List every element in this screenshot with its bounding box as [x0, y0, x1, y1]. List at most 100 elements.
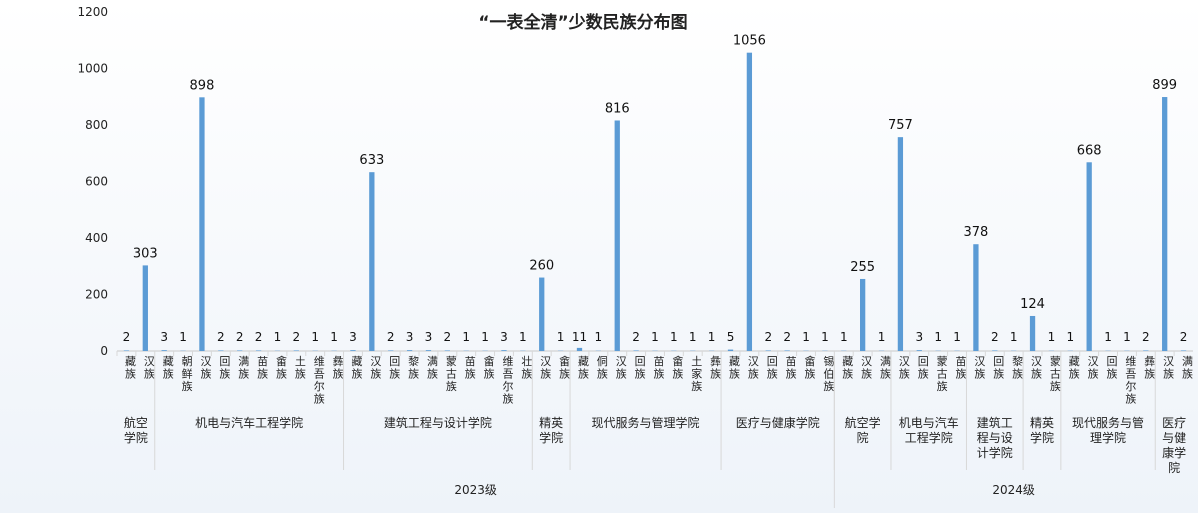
data-label: 1: [670, 330, 678, 344]
category-label: 回族: [993, 355, 1004, 381]
year-labels: 2023级 2024级: [454, 356, 1035, 508]
data-label: 1: [708, 330, 716, 344]
group-label: 机电与汽车工程学院: [899, 415, 959, 445]
category-label: 汉族: [748, 355, 759, 381]
data-label: 1: [519, 330, 527, 344]
category-label: 汉族: [540, 355, 551, 381]
bar: [369, 172, 375, 351]
group-label: 机电与汽车工程学院: [195, 415, 303, 430]
group-label: 医疗与健康学院: [736, 415, 820, 430]
category-label: 回族: [219, 355, 230, 381]
category-label: 彝族: [333, 354, 344, 381]
group-label: 建筑工程与设计学院: [977, 415, 1013, 460]
category-label: 藏族: [842, 355, 853, 381]
category-label: 维吾尔族: [502, 355, 513, 406]
data-label: 255: [850, 260, 875, 275]
data-label: 2: [1142, 330, 1150, 344]
category-label: 畲族: [805, 354, 816, 381]
data-label: 1: [802, 330, 810, 344]
data-label: 1: [651, 330, 659, 344]
data-label: 2: [255, 330, 263, 344]
category-label: 畲族: [276, 354, 287, 381]
bar: [1180, 350, 1187, 351]
data-label: 2: [783, 330, 791, 344]
data-label: 1: [821, 330, 829, 344]
category-label: 畲族: [559, 354, 570, 381]
data-label: 668: [1077, 143, 1102, 158]
data-label: 1: [179, 330, 187, 344]
category-label: 壮族: [521, 355, 532, 381]
category-label: 畲族: [672, 354, 683, 381]
y-tick-label: 0: [100, 344, 108, 358]
category-label: 蒙古族: [937, 355, 948, 393]
data-label: 2: [236, 330, 244, 344]
data-label: 378: [963, 225, 988, 240]
data-label: 2: [1180, 330, 1188, 344]
bar: [218, 350, 224, 351]
bar: [576, 347, 583, 351]
category-label: 侗族: [597, 354, 608, 381]
category-label: 藏族: [1069, 355, 1080, 381]
group-label: 现代服务与管理学院: [592, 415, 700, 430]
data-label: 1: [311, 330, 319, 344]
category-label: 藏族: [163, 355, 174, 381]
bar: [784, 350, 790, 351]
bar: [350, 350, 356, 351]
category-label: 汉族: [370, 355, 381, 381]
data-label: 303: [133, 246, 158, 261]
group-label: 精英学院: [539, 416, 563, 445]
bar: [727, 349, 734, 351]
bar: [406, 350, 413, 351]
category-label: 汉族: [974, 355, 985, 381]
category-label: 汉族: [899, 355, 910, 381]
bars: [123, 52, 1187, 352]
bar: [746, 52, 753, 352]
category-label: 回族: [918, 355, 929, 381]
data-label: 1: [274, 330, 282, 344]
data-label: 1: [1123, 330, 1131, 344]
category-label: 回族: [635, 355, 646, 381]
data-label: 11: [572, 330, 587, 344]
data-label: 899: [1152, 78, 1177, 93]
data-label: 260: [529, 259, 554, 274]
bar: [444, 350, 450, 351]
category-label: 藏族: [729, 355, 740, 381]
data-label: 1: [689, 330, 697, 344]
data-label: 2: [387, 330, 395, 344]
category-label: 满族: [880, 355, 891, 381]
category-label: 汉族: [200, 355, 211, 381]
data-label: 1: [1048, 330, 1056, 344]
bar: [1086, 162, 1092, 351]
data-label: 124: [1020, 297, 1045, 312]
category-label: 汉族: [616, 355, 627, 381]
category-label: 维吾尔族: [314, 355, 325, 406]
bar: [161, 350, 167, 351]
category-label: 土族: [295, 355, 306, 381]
data-label: 1056: [733, 34, 766, 49]
data-label: 757: [888, 118, 913, 133]
data-label: 898: [190, 78, 215, 93]
y-tick-label: 800: [85, 118, 108, 132]
category-label: 满族: [238, 355, 249, 381]
data-label: 2: [293, 330, 301, 344]
data-label: 3: [160, 330, 168, 344]
data-label: 1: [481, 330, 489, 344]
group-label: 精英学院: [1030, 416, 1054, 445]
bar: [1162, 97, 1168, 351]
bar: [860, 278, 866, 351]
category-label: 锡伯族: [823, 354, 834, 393]
year-label: 2023级: [454, 483, 497, 497]
group-label: 现代服务与管理学院: [1072, 415, 1144, 445]
category-label: 黎族: [408, 354, 419, 381]
data-label: 816: [605, 101, 630, 116]
category-label: 畲族: [484, 354, 495, 381]
bar: [973, 244, 979, 351]
data-label: 2: [444, 330, 452, 344]
data-label: 1: [953, 330, 961, 344]
category-label: 朝鲜族: [182, 355, 193, 393]
data-label: 3: [406, 330, 414, 344]
data-label: 1: [462, 330, 470, 344]
